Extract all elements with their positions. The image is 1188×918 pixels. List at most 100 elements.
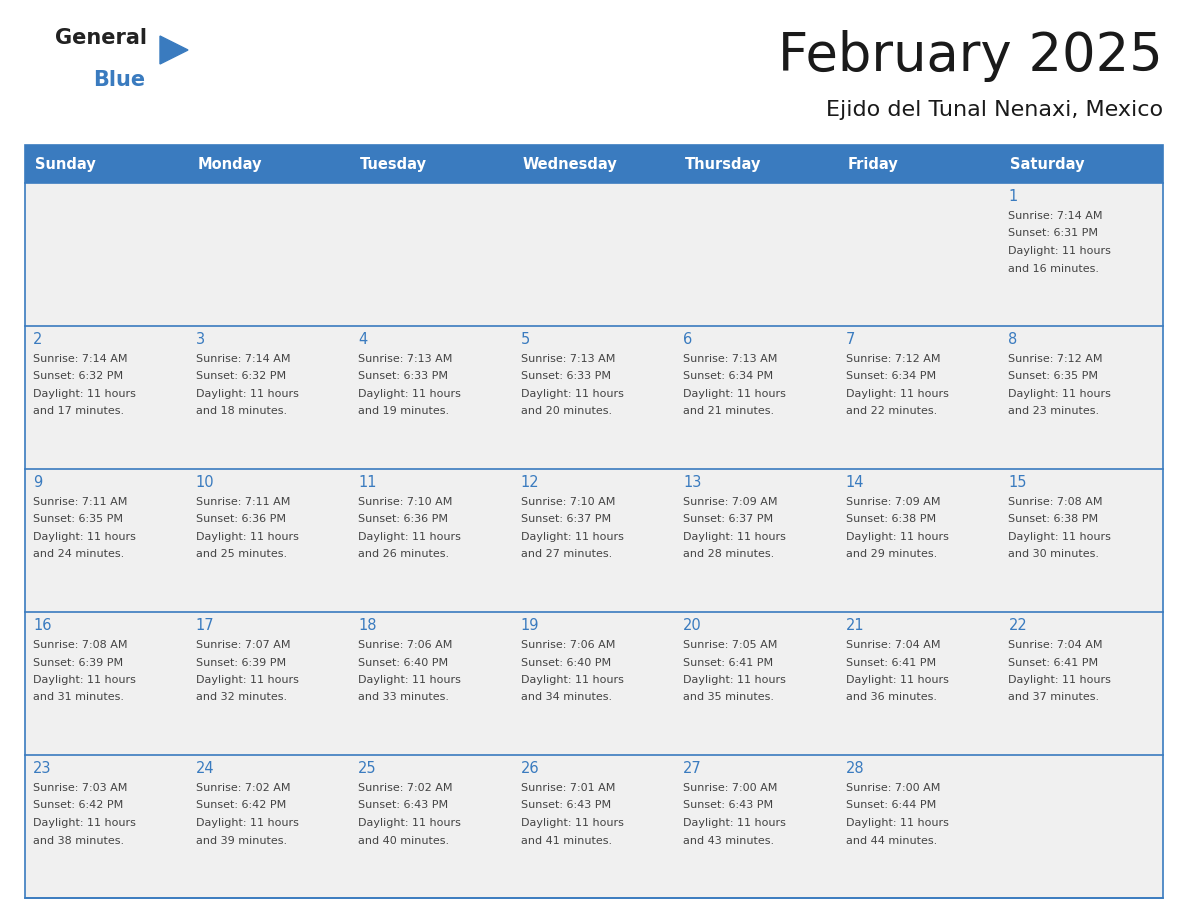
Bar — [513, 469, 675, 612]
Text: Sunset: 6:40 PM: Sunset: 6:40 PM — [520, 657, 611, 667]
Text: and 31 minutes.: and 31 minutes. — [33, 692, 124, 702]
Bar — [25, 145, 1163, 898]
Polygon shape — [160, 36, 188, 64]
Text: Daylight: 11 hours: Daylight: 11 hours — [196, 389, 298, 399]
Text: 27: 27 — [683, 761, 702, 776]
Text: Sunrise: 7:03 AM: Sunrise: 7:03 AM — [33, 783, 127, 793]
Text: Sunrise: 7:02 AM: Sunrise: 7:02 AM — [196, 783, 290, 793]
Bar — [350, 612, 513, 755]
Text: Monday: Monday — [197, 156, 263, 172]
Text: and 43 minutes.: and 43 minutes. — [683, 835, 775, 845]
Text: Sunset: 6:39 PM: Sunset: 6:39 PM — [196, 657, 285, 667]
Bar — [1000, 145, 1163, 183]
Text: 23: 23 — [33, 761, 51, 776]
Text: Sunset: 6:37 PM: Sunset: 6:37 PM — [683, 514, 773, 524]
Text: Sunset: 6:37 PM: Sunset: 6:37 PM — [520, 514, 611, 524]
Bar — [1000, 755, 1163, 898]
Text: and 22 minutes.: and 22 minutes. — [846, 407, 937, 417]
Bar — [188, 755, 350, 898]
Bar — [25, 469, 188, 612]
Text: and 27 minutes.: and 27 minutes. — [520, 550, 612, 559]
Text: Sunrise: 7:06 AM: Sunrise: 7:06 AM — [358, 640, 453, 650]
Text: Daylight: 11 hours: Daylight: 11 hours — [520, 818, 624, 828]
Text: Daylight: 11 hours: Daylight: 11 hours — [358, 818, 461, 828]
Text: Sunset: 6:35 PM: Sunset: 6:35 PM — [33, 514, 124, 524]
Text: and 29 minutes.: and 29 minutes. — [846, 550, 937, 559]
Text: 16: 16 — [33, 618, 51, 633]
Text: and 32 minutes.: and 32 minutes. — [196, 692, 286, 702]
Text: 20: 20 — [683, 618, 702, 633]
Text: and 23 minutes.: and 23 minutes. — [1009, 407, 1100, 417]
Text: 25: 25 — [358, 761, 377, 776]
Text: Daylight: 11 hours: Daylight: 11 hours — [1009, 246, 1111, 256]
Bar — [675, 469, 838, 612]
Text: Daylight: 11 hours: Daylight: 11 hours — [33, 818, 135, 828]
Text: and 33 minutes.: and 33 minutes. — [358, 692, 449, 702]
Text: Sunset: 6:32 PM: Sunset: 6:32 PM — [196, 372, 285, 382]
Text: Sunset: 6:32 PM: Sunset: 6:32 PM — [33, 372, 124, 382]
Bar — [25, 183, 188, 326]
Text: 12: 12 — [520, 475, 539, 490]
Text: Sunset: 6:34 PM: Sunset: 6:34 PM — [683, 372, 773, 382]
Text: Daylight: 11 hours: Daylight: 11 hours — [683, 818, 786, 828]
Text: Blue: Blue — [93, 70, 145, 90]
Text: 17: 17 — [196, 618, 214, 633]
Text: Sunset: 6:43 PM: Sunset: 6:43 PM — [683, 800, 773, 811]
Text: Daylight: 11 hours: Daylight: 11 hours — [358, 675, 461, 685]
Text: Sunrise: 7:11 AM: Sunrise: 7:11 AM — [33, 497, 127, 507]
Text: 3: 3 — [196, 332, 204, 347]
Text: Sunset: 6:41 PM: Sunset: 6:41 PM — [683, 657, 773, 667]
Bar — [513, 326, 675, 469]
Text: Daylight: 11 hours: Daylight: 11 hours — [196, 675, 298, 685]
Bar — [838, 469, 1000, 612]
Bar — [1000, 612, 1163, 755]
Text: Sunrise: 7:09 AM: Sunrise: 7:09 AM — [683, 497, 778, 507]
Bar — [675, 326, 838, 469]
Bar — [1000, 183, 1163, 326]
Text: Sunset: 6:40 PM: Sunset: 6:40 PM — [358, 657, 448, 667]
Text: and 44 minutes.: and 44 minutes. — [846, 835, 937, 845]
Text: Sunset: 6:35 PM: Sunset: 6:35 PM — [1009, 372, 1099, 382]
Text: Daylight: 11 hours: Daylight: 11 hours — [683, 532, 786, 542]
Text: and 30 minutes.: and 30 minutes. — [1009, 550, 1099, 559]
Text: February 2025: February 2025 — [778, 30, 1163, 82]
Text: and 19 minutes.: and 19 minutes. — [358, 407, 449, 417]
Text: Sunset: 6:38 PM: Sunset: 6:38 PM — [846, 514, 936, 524]
Text: Sunset: 6:33 PM: Sunset: 6:33 PM — [358, 372, 448, 382]
Bar — [675, 755, 838, 898]
Text: Sunset: 6:38 PM: Sunset: 6:38 PM — [1009, 514, 1099, 524]
Text: Daylight: 11 hours: Daylight: 11 hours — [358, 389, 461, 399]
Bar — [1000, 469, 1163, 612]
Text: Sunset: 6:44 PM: Sunset: 6:44 PM — [846, 800, 936, 811]
Bar — [838, 183, 1000, 326]
Text: 14: 14 — [846, 475, 865, 490]
Text: Sunday: Sunday — [34, 156, 96, 172]
Text: 11: 11 — [358, 475, 377, 490]
Bar — [188, 183, 350, 326]
Text: Daylight: 11 hours: Daylight: 11 hours — [358, 532, 461, 542]
Text: Sunset: 6:33 PM: Sunset: 6:33 PM — [520, 372, 611, 382]
Text: and 36 minutes.: and 36 minutes. — [846, 692, 937, 702]
Text: Ejido del Tunal Nenaxi, Mexico: Ejido del Tunal Nenaxi, Mexico — [826, 100, 1163, 120]
Bar — [350, 183, 513, 326]
Text: 13: 13 — [683, 475, 702, 490]
Text: and 34 minutes.: and 34 minutes. — [520, 692, 612, 702]
Text: Sunrise: 7:04 AM: Sunrise: 7:04 AM — [846, 640, 941, 650]
Text: 15: 15 — [1009, 475, 1026, 490]
Bar — [188, 612, 350, 755]
Text: Sunset: 6:31 PM: Sunset: 6:31 PM — [1009, 229, 1099, 239]
Text: Daylight: 11 hours: Daylight: 11 hours — [1009, 532, 1111, 542]
Text: Sunset: 6:41 PM: Sunset: 6:41 PM — [1009, 657, 1099, 667]
Text: and 25 minutes.: and 25 minutes. — [196, 550, 286, 559]
Text: Sunrise: 7:08 AM: Sunrise: 7:08 AM — [1009, 497, 1102, 507]
Text: Sunset: 6:42 PM: Sunset: 6:42 PM — [33, 800, 124, 811]
Text: Daylight: 11 hours: Daylight: 11 hours — [846, 675, 949, 685]
Text: 26: 26 — [520, 761, 539, 776]
Text: and 21 minutes.: and 21 minutes. — [683, 407, 775, 417]
Bar — [838, 612, 1000, 755]
Text: Wednesday: Wednesday — [523, 156, 618, 172]
Bar — [513, 183, 675, 326]
Text: Daylight: 11 hours: Daylight: 11 hours — [520, 532, 624, 542]
Text: Sunset: 6:43 PM: Sunset: 6:43 PM — [358, 800, 448, 811]
Text: Sunrise: 7:13 AM: Sunrise: 7:13 AM — [358, 354, 453, 364]
